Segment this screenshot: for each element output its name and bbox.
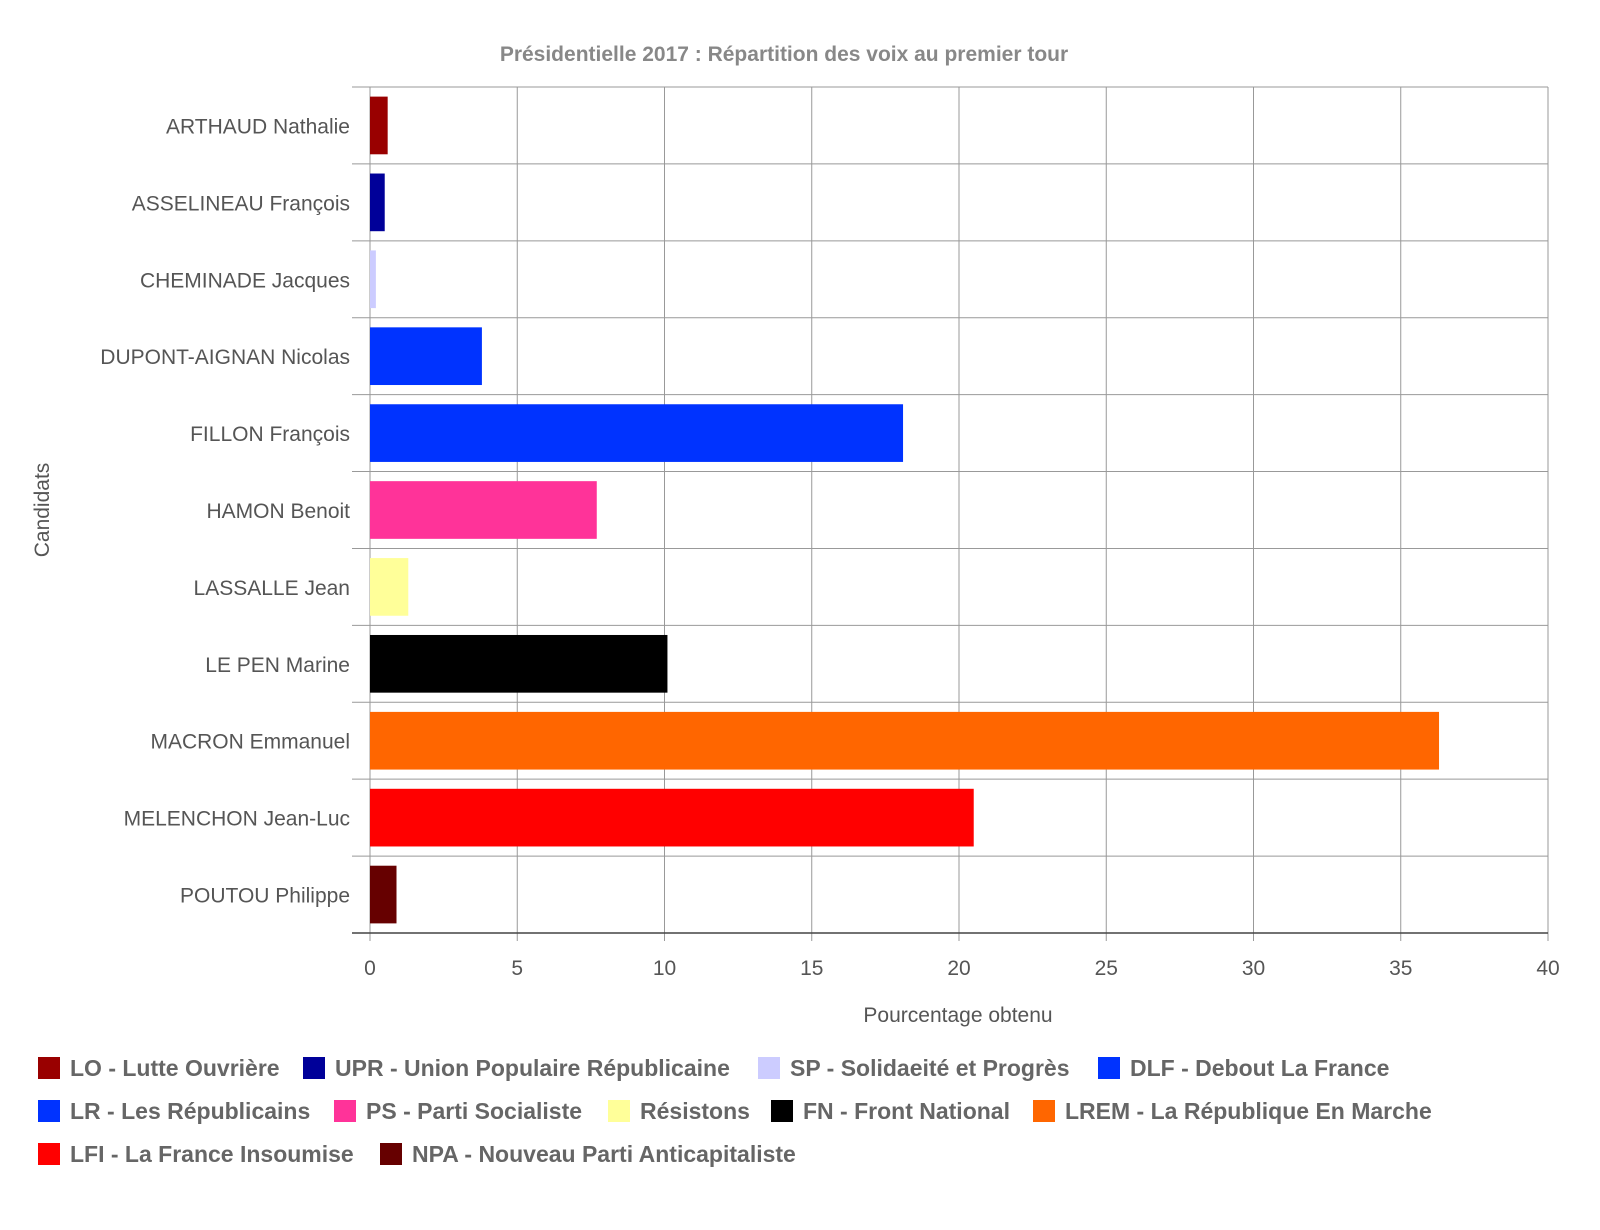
- bar: [370, 96, 388, 155]
- legend-swatch: [758, 1057, 780, 1079]
- legend-item[interactable]: SP - Solidaeité et Progrès: [758, 1053, 1070, 1083]
- x-tick-label: 10: [653, 957, 676, 980]
- legend-swatch: [771, 1100, 793, 1122]
- legend-item[interactable]: LR - Les Républicains: [38, 1096, 310, 1126]
- y-tick-label: ARTHAUD Nathalie: [166, 115, 350, 138]
- y-tick-label: DUPONT-AIGNAN Nicolas: [100, 346, 350, 369]
- legend-label: LFI - La France Insoumise: [70, 1140, 354, 1167]
- y-tick-label: CHEMINADE Jacques: [140, 269, 350, 292]
- legend-label: Résistons: [640, 1097, 750, 1124]
- legend-label: NPA - Nouveau Parti Anticapitaliste: [412, 1140, 796, 1167]
- x-tick-label: 40: [1536, 957, 1559, 980]
- legend-label: SP - Solidaeité et Progrès: [790, 1054, 1070, 1081]
- bar: [370, 865, 397, 924]
- y-tick-label: LASSALLE Jean: [194, 577, 350, 600]
- legend-swatch: [1033, 1100, 1055, 1122]
- y-tick-label: ASSELINEAU François: [132, 192, 350, 215]
- x-axis-label: Pourcentage obtenu: [863, 1004, 1052, 1027]
- x-tick-label: 5: [511, 957, 523, 980]
- legend-swatch: [334, 1100, 356, 1122]
- bar: [370, 327, 482, 386]
- y-axis-label: Candidats: [31, 463, 54, 558]
- legend-swatch: [38, 1057, 60, 1079]
- bar: [370, 250, 376, 309]
- legend-item[interactable]: Résistons: [608, 1096, 750, 1126]
- bar: [370, 558, 409, 616]
- x-tick-label: 20: [947, 957, 970, 980]
- legend-item[interactable]: UPR - Union Populaire Républicaine: [303, 1053, 730, 1083]
- legend-item[interactable]: LFI - La France Insoumise: [38, 1139, 354, 1169]
- y-tick-label: MELENCHON Jean-Luc: [124, 808, 350, 831]
- legend-item[interactable]: DLF - Debout La France: [1098, 1053, 1389, 1083]
- legend-item[interactable]: FN - Front National: [771, 1096, 1010, 1126]
- legend-label: LREM - La République En Marche: [1065, 1097, 1432, 1124]
- legend-label: LO - Lutte Ouvrière: [70, 1054, 280, 1081]
- legend-item[interactable]: NPA - Nouveau Parti Anticapitaliste: [380, 1139, 796, 1169]
- y-tick-label: LE PEN Marine: [205, 654, 350, 677]
- legend-item[interactable]: PS - Parti Socialiste: [334, 1096, 582, 1126]
- legend-swatch: [608, 1100, 630, 1122]
- legend-label: PS - Parti Socialiste: [366, 1097, 583, 1124]
- y-tick-label: POUTOU Philippe: [180, 885, 350, 908]
- bar: [370, 404, 904, 462]
- legend-label: UPR - Union Populaire Républicaine: [335, 1054, 730, 1081]
- x-tick-label: 25: [1095, 957, 1118, 980]
- legend-swatch: [38, 1143, 60, 1165]
- bar: [370, 711, 1440, 770]
- bar: [370, 173, 385, 232]
- bar: [370, 481, 597, 539]
- x-tick-label: 35: [1389, 957, 1412, 980]
- legend-label: DLF - Debout La France: [1130, 1054, 1390, 1081]
- legend-swatch: [38, 1100, 60, 1122]
- legend-item[interactable]: LO - Lutte Ouvrière: [38, 1053, 280, 1083]
- y-tick-label: MACRON Emmanuel: [150, 731, 350, 754]
- y-tick-label: HAMON Benoit: [206, 500, 350, 523]
- x-tick-label: 0: [364, 957, 376, 980]
- legend-swatch: [380, 1143, 402, 1165]
- legend-swatch: [303, 1057, 325, 1079]
- legend-item[interactable]: LREM - La République En Marche: [1033, 1096, 1432, 1126]
- y-tick-label: FILLON François: [190, 423, 350, 446]
- bar: [370, 788, 974, 847]
- legend-swatch: [1098, 1057, 1120, 1079]
- x-tick-label: 15: [800, 957, 823, 980]
- legend-label: FN - Front National: [803, 1097, 1010, 1124]
- x-tick-label: 30: [1242, 957, 1265, 980]
- chart-title: Présidentielle 2017 : Répartition des vo…: [500, 43, 1068, 66]
- bar: [370, 634, 668, 693]
- legend-label: LR - Les Républicains: [70, 1097, 311, 1124]
